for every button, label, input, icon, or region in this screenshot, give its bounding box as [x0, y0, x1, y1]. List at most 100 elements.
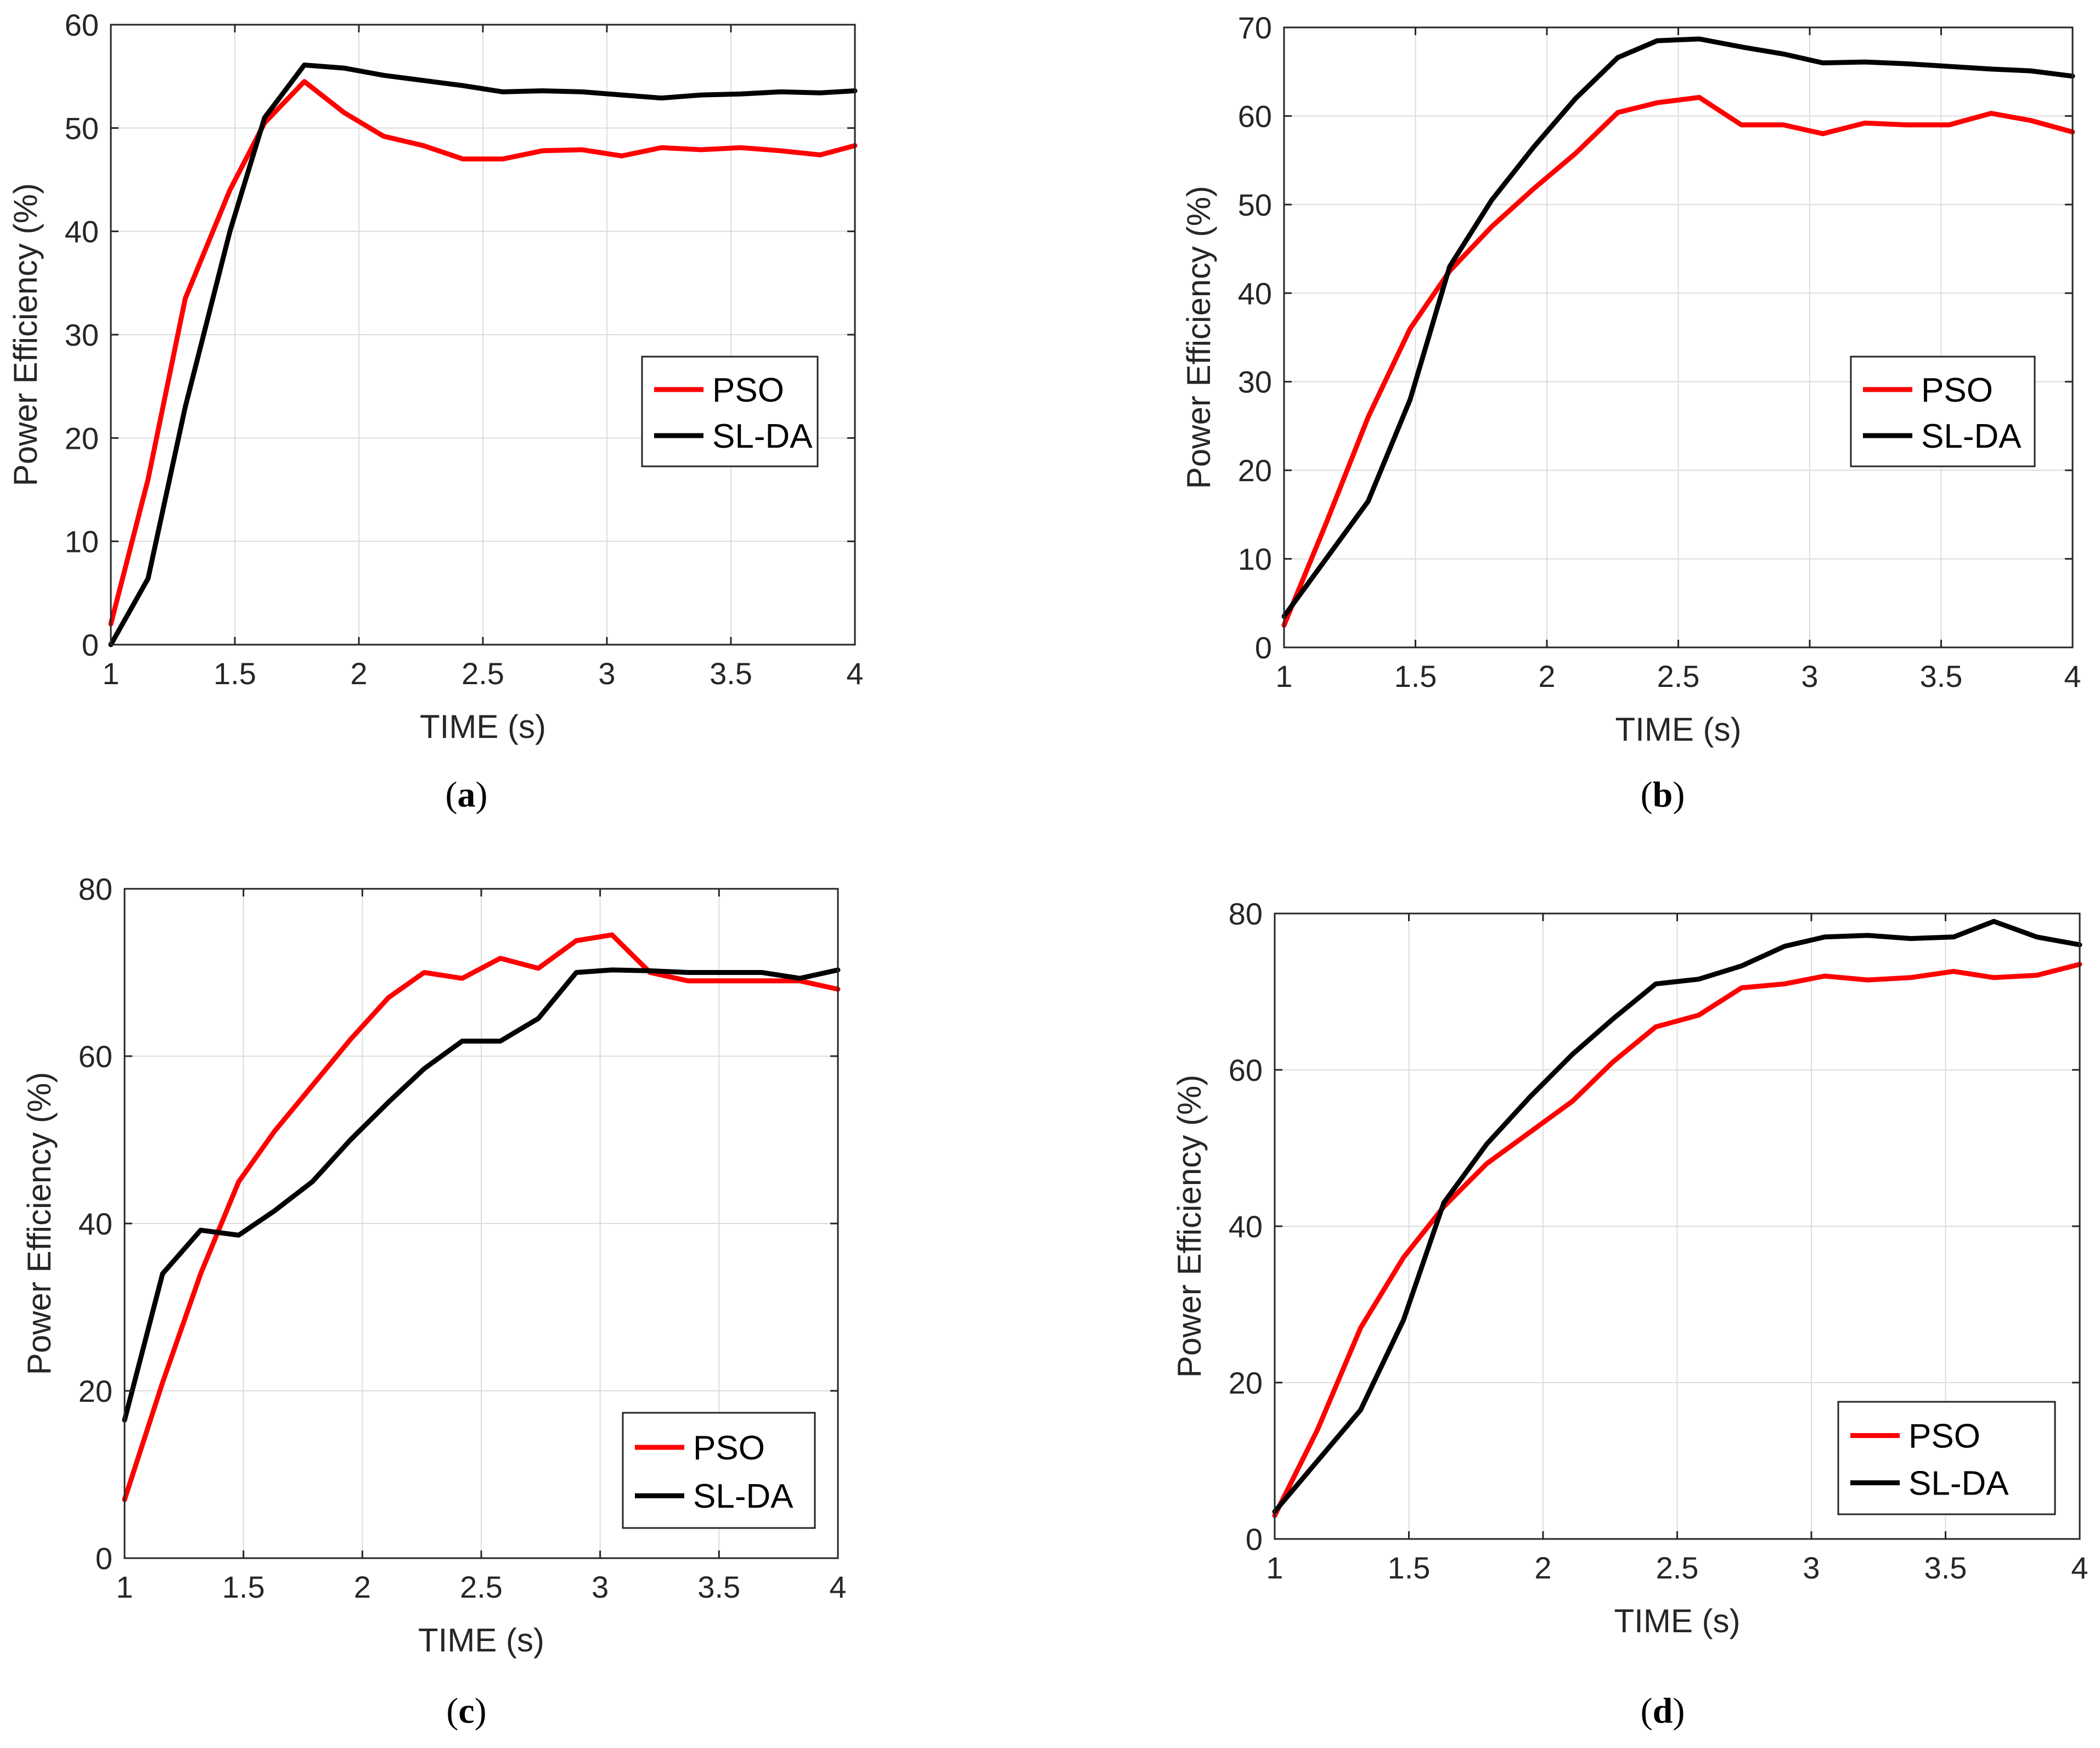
x-tick-label: 1.5: [213, 656, 256, 691]
x-tick-label: 1.5: [1394, 659, 1437, 693]
x-tick-label: 3: [592, 1570, 609, 1604]
legend: PSO SL-DA: [641, 356, 819, 467]
panel-caption: (a): [446, 775, 488, 815]
caption-letter: d: [1653, 1691, 1673, 1731]
y-axis-label: Power Efficiency (%): [1180, 186, 1217, 489]
x-tick-label: 3.5: [710, 656, 752, 691]
caption-paren-close: ): [476, 775, 488, 815]
legend-box: [641, 356, 819, 467]
series-line-pso: [1272, 962, 2082, 1518]
x-tick-label: 1: [1275, 659, 1292, 693]
y-tick-label: 20: [78, 1374, 112, 1408]
y-tick-label: 60: [78, 1039, 112, 1074]
caption-letter: a: [458, 775, 476, 815]
caption-paren-open: (: [1641, 1691, 1653, 1731]
series-line-pso: [1281, 95, 2075, 628]
x-tick-label: 1: [116, 1570, 133, 1604]
x-tick-label: 3.5: [1920, 659, 1963, 693]
x-tick-label: 4: [829, 1570, 846, 1604]
legend: PSO SL-DA: [1837, 1401, 2056, 1515]
caption-letter: c: [458, 1691, 474, 1731]
y-tick-label: 0: [1255, 630, 1272, 665]
x-tick-label: 1.5: [1388, 1550, 1431, 1585]
legend-label-pso: PSO: [693, 1429, 765, 1467]
series-line-sl-da: [108, 63, 858, 647]
x-tick-label: 3.5: [697, 1570, 740, 1604]
x-axis-label: TIME (s): [1615, 711, 1742, 748]
panel-caption: (b): [1641, 775, 1685, 815]
x-tick-label: 1.5: [222, 1570, 265, 1604]
y-tick-label: 0: [1246, 1522, 1263, 1557]
series-line-sl-da: [1272, 918, 2082, 1514]
legend: PSO SL-DA: [1850, 356, 2036, 467]
legend-box: [1850, 356, 2036, 467]
panel-caption: (d): [1641, 1691, 1685, 1731]
caption-paren-close: ): [1673, 1691, 1685, 1731]
y-tick-label: 30: [65, 318, 99, 352]
y-tick-label: 80: [1229, 896, 1263, 931]
x-tick-label: 2.5: [1656, 1550, 1699, 1585]
y-tick-label: 20: [1229, 1366, 1263, 1400]
y-axis-label: Power Efficiency (%): [1171, 1075, 1208, 1378]
x-tick-label: 2: [1534, 1550, 1551, 1585]
legend-label-pso: PSO: [1908, 1418, 1980, 1456]
y-tick-label: 30: [1238, 365, 1272, 399]
x-tick-label: 2.5: [461, 656, 504, 691]
y-tick-label: 60: [1229, 1053, 1263, 1087]
y-axis-label: Power Efficiency (%): [7, 183, 44, 486]
series-line-pso: [122, 932, 841, 1502]
y-tick-label: 40: [1229, 1209, 1263, 1244]
x-tick-label: 4: [2071, 1550, 2088, 1585]
y-tick-label: 50: [65, 111, 99, 145]
y-tick-label: 20: [1238, 453, 1272, 488]
x-tick-label: 3.5: [1924, 1550, 1967, 1585]
x-tick-label: 4: [2064, 659, 2081, 693]
y-tick-label: 40: [1238, 276, 1272, 311]
y-tick-label: 70: [1238, 10, 1272, 45]
y-tick-label: 60: [1238, 99, 1272, 133]
caption-paren-close: ): [475, 1691, 487, 1731]
legend: PSO SL-DA: [622, 1412, 816, 1529]
x-tick-label: 1: [102, 656, 119, 691]
x-tick-label: 4: [846, 656, 863, 691]
y-tick-label: 0: [95, 1541, 112, 1576]
series-line-pso: [108, 79, 858, 627]
y-tick-label: 10: [65, 525, 99, 559]
legend-label-sl-da: SL-DA: [1908, 1465, 2009, 1503]
y-tick-label: 40: [65, 215, 99, 249]
legend-label-sl-da: SL-DA: [712, 418, 813, 455]
y-tick-label: 50: [1238, 188, 1272, 222]
legend-box: [622, 1412, 816, 1529]
caption-paren-open: (: [446, 1691, 458, 1731]
x-tick-label: 2: [1538, 659, 1555, 693]
series-line-sl-da: [122, 967, 841, 1423]
x-tick-label: 3: [1803, 1550, 1820, 1585]
x-tick-label: 3: [598, 656, 615, 691]
x-tick-label: 2.5: [460, 1570, 503, 1604]
series-line-sl-da: [1281, 36, 2075, 619]
x-axis-label: TIME (s): [418, 1622, 544, 1659]
y-tick-label: 20: [65, 421, 99, 455]
legend-label-sl-da: SL-DA: [693, 1478, 793, 1515]
legend-label-pso: PSO: [1921, 371, 1993, 409]
x-axis-label: TIME (s): [420, 708, 546, 745]
y-tick-label: 0: [82, 628, 99, 662]
legend-label-sl-da: SL-DA: [1921, 418, 2022, 455]
caption-paren-close: ): [1673, 775, 1685, 815]
caption-paren-open: (: [1641, 775, 1653, 815]
panel-caption: (c): [446, 1691, 486, 1731]
x-tick-label: 2: [350, 656, 367, 691]
x-tick-label: 1: [1266, 1550, 1283, 1585]
x-tick-label: 3: [1801, 659, 1818, 693]
x-axis-label: TIME (s): [1614, 1603, 1741, 1639]
y-tick-label: 60: [65, 8, 99, 42]
y-tick-label: 10: [1238, 542, 1272, 577]
x-tick-label: 2: [354, 1570, 371, 1604]
caption-letter: b: [1653, 775, 1673, 815]
caption-paren-open: (: [446, 775, 458, 815]
